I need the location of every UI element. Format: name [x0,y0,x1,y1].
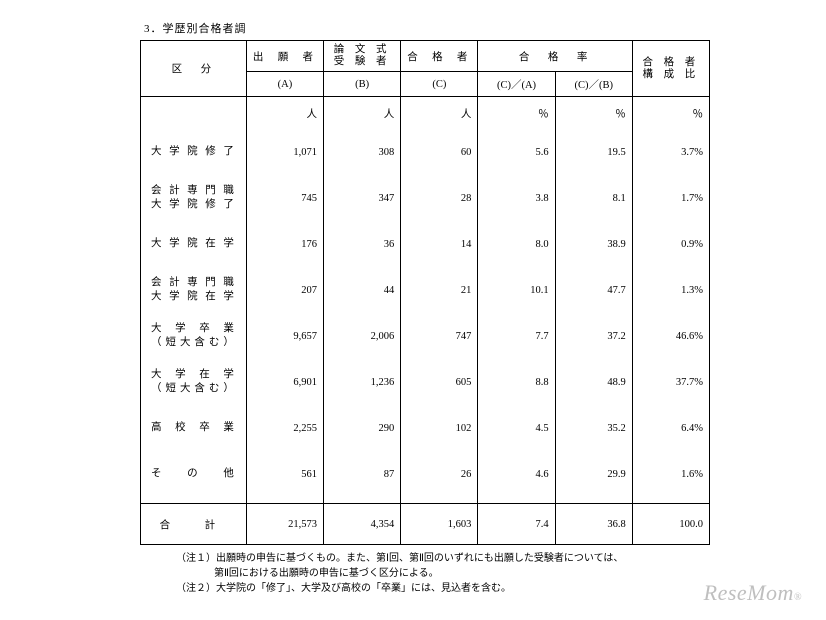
row-cell: 605 [401,359,478,405]
row-cell: 3.8 [478,175,555,221]
row-cell: 8.1 [555,175,632,221]
results-table: 区 分 出 願 者 論 文 式 受 験 者 合 格 者 合 格 率 合 格 者 … [140,40,710,545]
row-cell: 38.9 [555,221,632,267]
table-row: 高 校 卒 業2,2552901024.535.26.4% [141,405,710,451]
row-cell: 5.6 [478,129,555,175]
row-cell: 37.7% [632,359,709,405]
hdr-ca: (C)／(A) [478,72,555,97]
row-label: 大学院在学 [141,221,247,267]
table-row: 大学院在学17636148.038.90.9% [141,221,710,267]
row-cell: 4.6 [478,451,555,497]
row-cell: 0.9% [632,221,709,267]
table-body: 人 人 人 ％ ％ ％ 大学院修了1,071308605.619.53.7%会計… [141,97,710,504]
total-b: 4,354 [324,504,401,545]
row-cell: 1.7% [632,175,709,221]
row-cell: 3.7% [632,129,709,175]
row-cell: 60 [401,129,478,175]
row-cell: 747 [401,313,478,359]
hdr-c-sub: (C) [401,72,478,97]
hdr-a-top: 出 願 者 [246,41,323,72]
watermark: ReseMom® [704,580,802,606]
row-cell: 28 [401,175,478,221]
row-cell: 176 [246,221,323,267]
row-cell: 10.1 [478,267,555,313]
row-cell: 36 [324,221,401,267]
row-cell: 8.8 [478,359,555,405]
row-cell: 87 [324,451,401,497]
row-cell: 745 [246,175,323,221]
note-1b: 第Ⅱ回における出願時の申告に基づく区分による。 [176,566,766,581]
total-c: 1,603 [401,504,478,545]
note-2: （注２）大学院の「修了」、大学及び高校の「卒業」には、見込者を含む。 [176,581,766,596]
row-cell: 2,006 [324,313,401,359]
table-row: 大 学 卒 業 （短大含む）9,6572,0067477.737.246.6% [141,313,710,359]
table-row: そ の 他56187264.629.91.6% [141,451,710,497]
total-label: 合 計 [141,504,247,545]
total-row: 合 計 21,573 4,354 1,603 7.4 36.8 100.0 [141,504,710,545]
row-cell: 6.4% [632,405,709,451]
section-title: 3．学歴別合格者調 [144,20,766,36]
row-cell: 19.5 [555,129,632,175]
row-cell: 46.6% [632,313,709,359]
table-row: 大学院修了1,071308605.619.53.7% [141,129,710,175]
row-cell: 1.3% [632,267,709,313]
total-cb: 36.8 [555,504,632,545]
table-row: 会計専門職 大学院修了745347283.88.11.7% [141,175,710,221]
row-cell: 1,071 [246,129,323,175]
row-cell: 9,657 [246,313,323,359]
table-row: 会計専門職 大学院在学207442110.147.71.3% [141,267,710,313]
row-cell: 1.6% [632,451,709,497]
row-cell: 21 [401,267,478,313]
hdr-kubun: 区 分 [141,41,247,97]
row-label: 大学院修了 [141,129,247,175]
row-cell: 14 [401,221,478,267]
total-r: 100.0 [632,504,709,545]
row-cell: 290 [324,405,401,451]
unit-row: 人 人 人 ％ ％ ％ [141,97,710,130]
row-cell: 6,901 [246,359,323,405]
table-row: 大 学 在 学 （短大含む）6,9011,2366058.848.937.7% [141,359,710,405]
hdr-a-sub: (A) [246,72,323,97]
row-label: 会計専門職 大学院修了 [141,175,247,221]
row-label: 会計専門職 大学院在学 [141,267,247,313]
row-cell: 4.5 [478,405,555,451]
row-cell: 207 [246,267,323,313]
row-label: そ の 他 [141,451,247,497]
row-label: 大 学 在 学 （短大含む） [141,359,247,405]
hdr-cb: (C)／(B) [555,72,632,97]
row-label: 大 学 卒 業 （短大含む） [141,313,247,359]
notes: （注１）出願時の申告に基づくもの。また、第Ⅰ回、第Ⅱ回のいずれにも出願した受験者… [176,551,766,596]
row-cell: 347 [324,175,401,221]
total-a: 21,573 [246,504,323,545]
row-cell: 29.9 [555,451,632,497]
row-label: 高 校 卒 業 [141,405,247,451]
row-cell: 102 [401,405,478,451]
hdr-c-top: 合 格 者 [401,41,478,72]
row-cell: 44 [324,267,401,313]
row-cell: 561 [246,451,323,497]
row-cell: 2,255 [246,405,323,451]
row-cell: 26 [401,451,478,497]
row-cell: 48.9 [555,359,632,405]
row-cell: 37.2 [555,313,632,359]
hdr-b-top: 論 文 式 受 験 者 [324,41,401,72]
total-ca: 7.4 [478,504,555,545]
row-cell: 1,236 [324,359,401,405]
row-cell: 7.7 [478,313,555,359]
row-cell: 308 [324,129,401,175]
note-1a: （注１）出願時の申告に基づくもの。また、第Ⅰ回、第Ⅱ回のいずれにも出願した受験者… [176,551,766,566]
hdr-b-sub: (B) [324,72,401,97]
hdr-ratio: 合 格 者 構 成 比 [632,41,709,97]
row-cell: 47.7 [555,267,632,313]
row-cell: 35.2 [555,405,632,451]
hdr-rate: 合 格 率 [478,41,632,72]
row-cell: 8.0 [478,221,555,267]
